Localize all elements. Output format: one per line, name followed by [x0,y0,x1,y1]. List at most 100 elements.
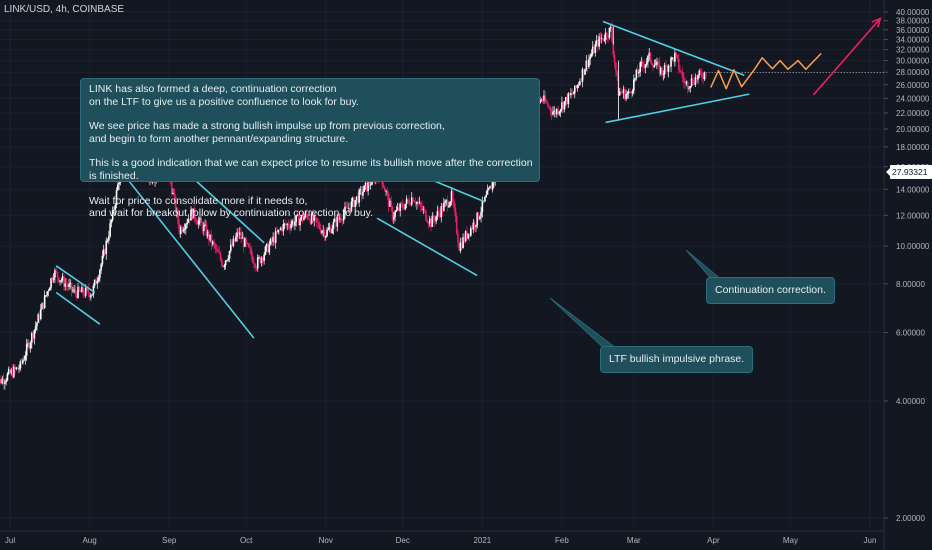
candle-body [657,61,660,63]
candle-body [34,326,37,330]
candle-body [205,224,208,237]
candle-body [16,367,19,370]
candle-body [489,185,491,189]
candle-body [82,287,84,294]
candle-body [56,271,59,278]
candle-body [686,81,689,89]
candle-body [151,181,154,183]
candle-body [342,213,345,221]
candle-body [665,65,667,66]
note-paragraph-3: This is a good indication that we can ex… [89,157,533,182]
candle-body [286,223,289,226]
candle-body [273,236,276,243]
candle-body [208,231,210,241]
candle-body [359,189,362,191]
candle-body [242,237,245,247]
candle-body [679,69,681,72]
candle-body [354,200,357,207]
candle-body [317,222,319,224]
candle-body [86,287,88,289]
candle-body [461,242,463,248]
candle-body [28,343,31,349]
candle-body [668,65,671,67]
candle-body [672,57,675,62]
candle-body [487,188,490,190]
candle-body [91,294,93,296]
analysis-note: LINK has also formed a deep, continuatio… [80,78,540,219]
candle-body [217,248,219,253]
candle-body [667,65,670,72]
candle-body [404,203,407,210]
candle-body [100,264,102,271]
candle-body [417,202,419,204]
candle-body [339,218,341,220]
candle-body [689,86,692,88]
candle-body [11,369,14,378]
candle-body [115,190,118,206]
trendline [127,179,255,339]
candle-body [606,32,608,38]
candle-body [258,257,260,258]
candle-body [308,218,310,220]
candle-body [559,109,562,112]
candle-body [274,231,277,243]
candle-body [77,286,79,298]
candle-body [580,81,582,82]
candle-body [272,236,274,242]
candle-body [544,95,547,102]
candle-body [458,242,461,251]
candle-body [194,208,196,220]
candle-body [72,290,74,292]
candle-body [410,197,413,205]
candle-body [684,82,686,84]
candle-body [61,276,64,281]
y-tick-label: 40.00000 [896,8,930,17]
candle-body [337,216,340,220]
candle-body [336,216,339,227]
candle-body [435,216,437,222]
trendline [55,265,96,294]
candle-body [231,244,233,246]
candle-body [99,270,101,279]
candle-body [268,244,271,253]
candle-body [648,52,651,56]
candle-body [32,333,34,339]
candle-body [490,185,493,190]
candle-body [431,215,434,227]
candle-body [545,101,548,103]
candle-body [264,246,267,255]
candle-body [448,205,450,208]
candle-body [398,207,400,211]
candle-body [360,189,363,196]
y-tick-label: 38.00000 [896,17,930,26]
candle-body [353,197,355,207]
candle-body [423,209,426,211]
candle-body [571,93,574,95]
candle-body [37,314,40,323]
y-tick-label: 28.00000 [896,68,930,77]
candle-body [265,243,268,247]
candle-body [111,209,114,220]
candle-body [418,202,421,204]
candle-body [367,181,369,192]
candle-body [676,55,679,59]
candle-body [183,229,186,230]
candle-body [51,278,54,281]
candle-body [232,238,235,246]
target-arrow-head [871,17,882,28]
candle-body [476,212,479,226]
candle-body [624,89,626,100]
candle-body [81,287,83,293]
candle-body [680,71,683,73]
x-tick-label: Aug [82,536,96,545]
candle-body [63,276,65,287]
candle-body [357,196,359,203]
candle-body [1,378,4,384]
candle-body [101,255,104,265]
candle-body [422,209,425,211]
candle-body [477,212,480,220]
candle-body [649,52,652,63]
candle-body [568,93,571,96]
candle-body [40,309,42,320]
candle-body [254,263,256,268]
